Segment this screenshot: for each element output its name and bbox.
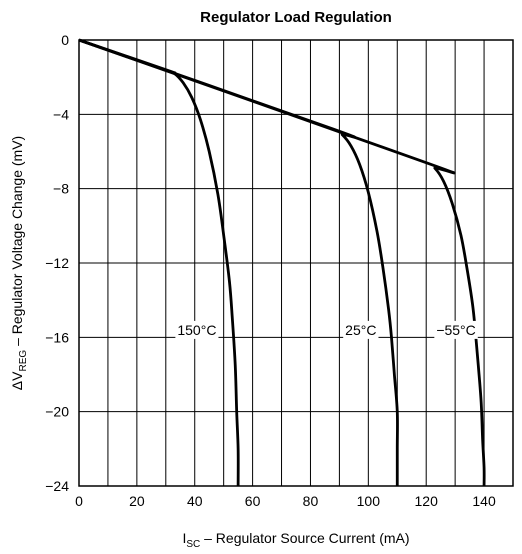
y-tick-label: −4 (53, 106, 69, 122)
x-tick-label: 60 (245, 493, 261, 509)
annotation-label: 150°C (177, 322, 216, 338)
y-tick-label: −8 (53, 181, 69, 197)
y-axis-label-rest: – Regulator Voltage Change (mV) (9, 136, 25, 350)
series-line-55c (78, 38, 486, 487)
x-axis-label-subscript: SC (186, 539, 200, 550)
annotation: −55°C (434, 320, 478, 339)
annotation-bg (175, 320, 219, 339)
x-tick-label: 0 (75, 493, 83, 509)
x-tick-labels: 0 20 40 60 80 100 120 140 (75, 493, 496, 509)
x-axis-label-rest: – Regulator Source Current (mA) (200, 530, 409, 546)
x-tick-label: 40 (187, 493, 203, 509)
y-axis-label: ΔVREG – Regulator Voltage Change (mV) (9, 136, 29, 390)
annotation-label: −55°C (436, 322, 475, 338)
plot-frame (78, 39, 514, 487)
annotation-label: 25°C (345, 322, 376, 338)
x-axis-label-main: I (182, 530, 186, 546)
x-tick-label: 120 (415, 493, 439, 509)
annotation: 150°C (175, 320, 219, 339)
x-tick-label: 100 (357, 493, 381, 509)
chart-title: Regulator Load Regulation (200, 9, 392, 26)
annotation-bg (434, 320, 478, 339)
x-tick-label: 80 (303, 493, 319, 509)
y-tick-labels: 0 −4 −8 −12 −16 −20 −24 (45, 32, 69, 494)
x-axis-label: ISC – Regulator Source Current (mA) (182, 530, 409, 550)
annotation-bg (343, 320, 379, 339)
y-axis-label-main: ΔV (9, 371, 25, 390)
annotation: 25°C (343, 320, 379, 339)
y-tick-label: −12 (45, 255, 69, 271)
y-axis-label-subscript: REG (18, 350, 29, 372)
y-tick-label: −24 (45, 478, 69, 494)
annotations: 150°C 25°C −55°C (175, 320, 478, 339)
y-tick-label: −16 (45, 329, 69, 345)
y-tick-label: 0 (61, 32, 69, 48)
x-tick-label: 20 (129, 493, 145, 509)
x-tick-label: 140 (472, 493, 496, 509)
series-group (78, 38, 486, 487)
y-tick-label: −20 (45, 404, 69, 420)
grid (79, 40, 513, 486)
